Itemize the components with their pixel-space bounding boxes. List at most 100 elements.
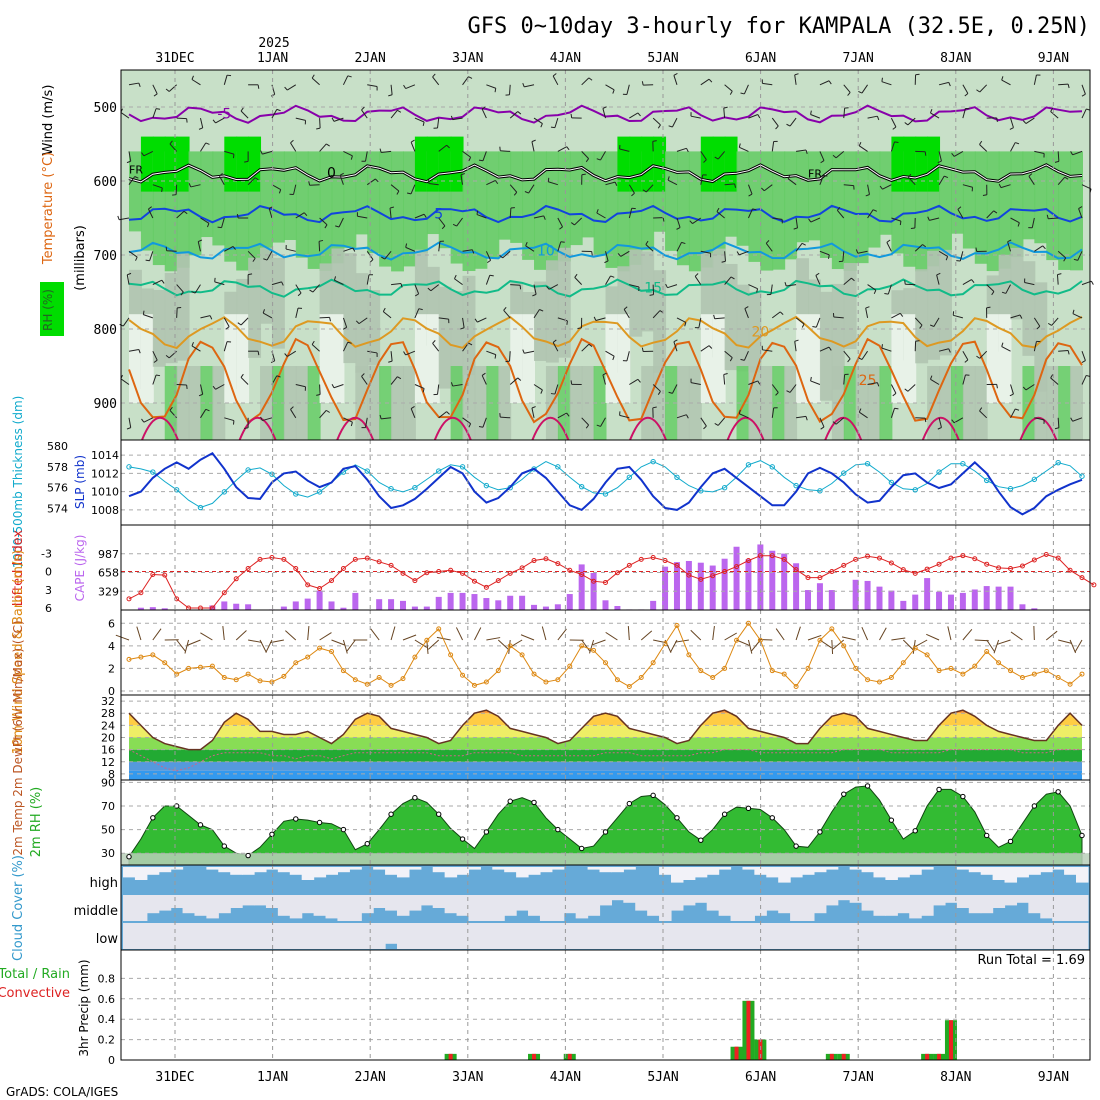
upper-wind-barb-flag [979, 407, 983, 412]
upper-wind-barb [645, 244, 654, 252]
lifted-index-point [996, 565, 1002, 571]
upper-wind-barb-flag [1015, 142, 1020, 145]
wind10m-speed-point [853, 665, 859, 671]
upper-wind-barb [908, 177, 916, 186]
wind10m-barb [775, 628, 785, 641]
upper-wind-barb-flag [810, 110, 812, 115]
thickness-point [483, 482, 490, 489]
rh-low-level [391, 366, 404, 440]
upper-wind-barb [128, 348, 139, 352]
upper-wind-barb-flag [794, 339, 799, 342]
rh-dry-pocket [140, 314, 154, 403]
cloud-clear-segment [933, 923, 946, 949]
thickness-point [841, 470, 847, 476]
lifted-index-point [948, 555, 954, 561]
cape-bar [149, 607, 156, 610]
li-tick-label: 0 [45, 566, 52, 579]
rh2m-point [459, 836, 466, 842]
cloud-clear-segment [1016, 895, 1029, 903]
wind10m-speed-point [626, 683, 632, 689]
wind10m-speed-point [317, 645, 323, 651]
thickness-tick-label: 576 [47, 482, 68, 495]
upper-wind-barb [548, 284, 559, 290]
wind10m-speed-point [614, 677, 620, 683]
upper-wind-barb [574, 277, 583, 285]
upper-wind-barb [676, 317, 687, 323]
cloud-clear-segment [396, 923, 410, 949]
upper-wind-barb-flag [585, 424, 590, 429]
upper-wind-barb-flag [879, 185, 883, 190]
upper-wind-barb-flag [1007, 239, 1012, 243]
upper-wind-barb-flag [945, 256, 949, 261]
upper-wind-barb-flag [1001, 76, 1004, 81]
rh-saturated-core [414, 136, 428, 192]
upper-wind-barb [200, 315, 211, 319]
pressure-tick-label: 800 [94, 323, 117, 338]
upper-wind-barb [319, 118, 321, 129]
lifted-index-point [138, 590, 144, 596]
cloud-clear-segment [396, 867, 410, 878]
upper-wind-barb [414, 213, 425, 219]
cloud-clear-segment [670, 923, 684, 949]
upper-wind-barb [152, 374, 157, 385]
date-label-top: 6JAN [745, 51, 776, 66]
upper-wind-barb [481, 375, 487, 385]
upper-wind-barb-flag [1047, 322, 1052, 326]
upper-wind-barb-flag [894, 407, 899, 410]
cloud-clear-segment [682, 923, 696, 949]
cloud-level-label: low [96, 932, 119, 947]
upper-wind-barb-flag [169, 140, 173, 145]
upper-wind-barb-flag [400, 283, 403, 288]
upper-wind-barb [128, 82, 139, 86]
upper-wind-barb [343, 247, 354, 252]
lifted-index-point [841, 562, 847, 568]
cape-bar [900, 600, 907, 610]
upper-wind-barb [525, 245, 535, 252]
wind10m-barb [891, 637, 906, 641]
upper-wind-barb [266, 251, 273, 261]
cloud-clear-segment [1064, 895, 1077, 921]
upper-wind-barb-flag [303, 212, 308, 217]
cloud-clear-segment [218, 923, 231, 949]
cloud-clear-segment [551, 923, 565, 949]
lifted-index-point [1043, 551, 1049, 557]
upper-wind-barb-flag [410, 139, 415, 143]
cloud-clear-segment [575, 895, 589, 919]
cape-bar [757, 544, 764, 610]
upper-wind-barb [1056, 274, 1059, 285]
thickness-point [269, 471, 275, 477]
date-label-top: 31DEC [155, 51, 194, 66]
upper-wind-barb [152, 350, 158, 361]
upper-wind-barb [865, 307, 869, 318]
cape-bar [578, 564, 585, 610]
upper-wind-barb-flag [361, 106, 365, 111]
upper-wind-barb-flag [388, 360, 393, 363]
cloud-clear-segment [361, 923, 374, 949]
upper-wind-barb [410, 141, 416, 152]
precip-tick-label: 0.4 [98, 1013, 116, 1026]
upper-wind-barb [1001, 346, 1011, 352]
cloud-clear-segment [206, 895, 219, 919]
upper-wind-barb [891, 312, 901, 319]
upper-wind-barb [1031, 217, 1035, 228]
upper-wind-barb-flag [591, 251, 593, 256]
thickness-axis-label: 1000-500mb Thickness (dm) [11, 396, 25, 569]
upper-wind-barb-flag [828, 80, 832, 85]
cloud-clear-segment [909, 923, 922, 949]
upper-wind-barb [717, 151, 726, 160]
upper-wind-barb-flag [205, 408, 210, 412]
upper-wind-barb [147, 208, 154, 219]
upper-wind-barb [959, 251, 964, 262]
upper-wind-barb-flag [352, 247, 356, 252]
thickness-point [602, 491, 609, 497]
upper-wind-barb-flag [910, 227, 915, 230]
rh-mid-level [248, 257, 262, 358]
upper-wind-barb-flag [552, 73, 557, 77]
upper-wind-barb [194, 284, 201, 294]
upper-wind-barb-flag [350, 422, 353, 427]
upper-wind-barb-flag [566, 146, 570, 151]
rh-low-level [736, 366, 750, 440]
cloud-clear-segment [659, 923, 672, 949]
upper-wind-barb [548, 181, 558, 186]
upper-wind-barb [714, 317, 725, 320]
